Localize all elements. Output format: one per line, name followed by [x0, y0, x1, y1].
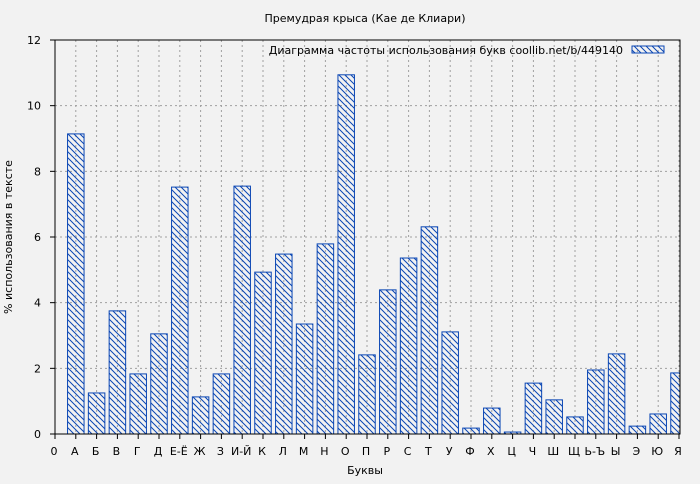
bar-Т [420, 226, 439, 435]
x-tick-label: Ь-Ъ [584, 445, 605, 458]
x-tick-label: О [341, 445, 350, 458]
bar-Л [275, 253, 293, 435]
x-tick-label: М [299, 445, 309, 458]
x-tick-label: Ж [194, 445, 206, 458]
x-tick-label: А [71, 445, 79, 458]
legend: Диаграмма частоты использования букв coo… [269, 44, 665, 57]
bar-Д [150, 333, 168, 435]
x-tick-label: Д [154, 445, 163, 458]
x-tick-label: Х [487, 445, 495, 458]
x-tick-label: Т [424, 445, 432, 458]
x-tick-label: Ц [507, 445, 516, 458]
x-tick-label: Э [633, 445, 641, 458]
y-tick-label: 0 [34, 428, 41, 441]
x-tick-label: Щ [568, 445, 580, 458]
bar-Е-Ё [171, 186, 189, 435]
x-tick-label: Г [134, 445, 141, 458]
y-tick-label: 2 [34, 362, 41, 375]
x-tick-label: Л [279, 445, 287, 458]
legend-label: Диаграмма частоты использования букв coo… [269, 44, 623, 57]
x-tick-label: Ч [529, 445, 537, 458]
x-tick-label: Ы [611, 445, 621, 458]
bar-Ч [524, 382, 543, 435]
bar-Ш [545, 399, 563, 435]
bar-Ж [191, 396, 210, 435]
bar-Н [316, 243, 335, 435]
y-tick-label: 6 [34, 231, 41, 244]
bar-Х [483, 407, 501, 435]
x-tick-label: К [258, 445, 266, 458]
bar-А [67, 133, 85, 435]
bar-С [399, 257, 418, 435]
bar-Ь-Ъ [587, 369, 605, 435]
x-tick-label: У [446, 445, 453, 458]
bar-З [212, 373, 231, 435]
x-tick-label: Б [92, 445, 100, 458]
x-tick-label: И-Й [231, 445, 251, 458]
x-tick-label: 0 [51, 445, 58, 458]
bar-О [337, 74, 355, 435]
x-tick-label: Е-Ё [170, 445, 188, 458]
plot-frame [54, 39, 681, 435]
bar-Б [87, 392, 106, 435]
x-tick-label: П [362, 445, 370, 458]
bar-К [254, 271, 272, 435]
x-tick-label: Ш [547, 445, 559, 458]
bar-Я [670, 372, 681, 435]
y-tick-label: 10 [27, 100, 41, 113]
x-tick-label: Ф [465, 445, 474, 458]
bar-Э [628, 425, 647, 435]
x-tick-label: Я [674, 445, 682, 458]
y-tick-label: 8 [34, 165, 41, 178]
bar-Р [379, 289, 397, 435]
x-tick-label: З [217, 445, 224, 458]
x-tick-label: Н [320, 445, 328, 458]
bar-Ы [607, 353, 626, 435]
bars [67, 74, 681, 435]
y-tick-label: 12 [27, 34, 41, 47]
bar-М [295, 323, 314, 435]
bar-Г [129, 373, 147, 435]
legend-swatch [631, 45, 665, 54]
bar-Ф [462, 427, 480, 435]
x-tick-label: В [113, 445, 121, 458]
chart-title: Премудрая крыса (Кае де Клиари) [265, 12, 466, 25]
x-tick-label: С [404, 445, 412, 458]
y-tick-label: 4 [34, 297, 41, 310]
bar-П [358, 354, 376, 435]
bar-Щ [566, 416, 584, 435]
bar-И-Й [233, 185, 251, 435]
x-tick-label: Р [383, 445, 390, 458]
bar-У [441, 331, 459, 435]
bar-Ю [649, 413, 667, 435]
x-tick-label: Ю [651, 445, 663, 458]
y-axis-label: % использования в тексте [2, 160, 15, 314]
x-axis-label: Буквы [347, 464, 383, 477]
bar-В [108, 310, 127, 435]
